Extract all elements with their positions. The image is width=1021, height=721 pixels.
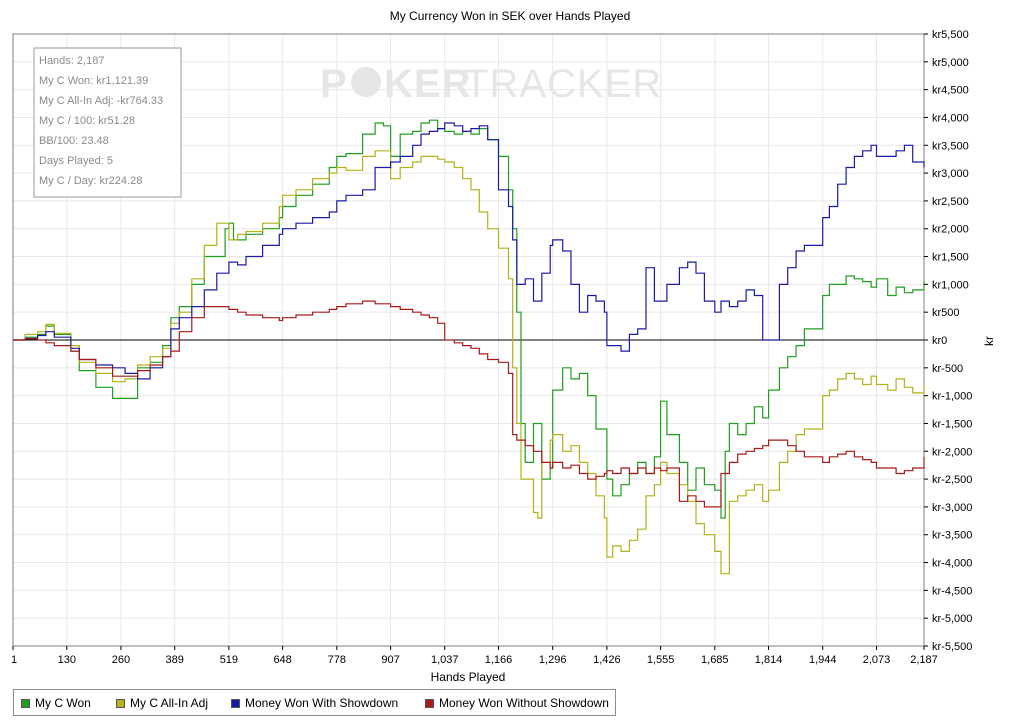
watermark-text-tracker: TRACKER <box>464 62 662 106</box>
y-tick-label: kr3,000 <box>932 168 969 180</box>
legend-swatch <box>231 699 240 708</box>
x-tick-label: 1,166 <box>485 654 513 666</box>
y-tick-label: kr5,500 <box>932 29 969 41</box>
legend-label: My C All-In Adj <box>130 696 209 710</box>
y-tick-label: kr4,000 <box>932 112 969 124</box>
x-tick-label: 519 <box>220 654 238 666</box>
y-tick-label: kr-2,500 <box>932 474 972 486</box>
y-tick-label: kr-500 <box>932 363 963 375</box>
legend-label: Money Won Without Showdown <box>439 696 609 710</box>
y-tick-label: kr-2,000 <box>932 446 972 458</box>
stats-line: My C / 100: kr51.28 <box>39 115 135 127</box>
legend-item[interactable]: My C All-In Adj <box>116 697 208 710</box>
chart-title: My Currency Won in SEK over Hands Played <box>390 9 631 23</box>
x-tick-label: 907 <box>381 654 399 666</box>
x-tick-label: 260 <box>112 654 130 666</box>
y-tick-label: kr-3,500 <box>932 530 972 542</box>
watermark-chip-icon <box>351 67 381 97</box>
x-tick-label: 1,555 <box>647 654 675 666</box>
x-tick-label: 1,944 <box>809 654 837 666</box>
legend-swatch <box>21 699 30 708</box>
legend-swatch <box>425 699 434 708</box>
legend-swatch <box>116 699 125 708</box>
legend-item[interactable]: Money Won Without Showdown <box>425 697 609 710</box>
x-tick-label: 2,187 <box>910 654 938 666</box>
x-tick-label: 2,073 <box>863 654 891 666</box>
legend-item[interactable]: My C Won <box>21 697 91 710</box>
chart-canvas: My Currency Won in SEK over Hands Played… <box>11 9 996 684</box>
x-tick-label: 389 <box>166 654 184 666</box>
y-tick-label: kr2,000 <box>932 224 969 236</box>
y-tick-label: kr-4,000 <box>932 558 972 570</box>
series-line-my-c-won <box>13 119 925 519</box>
x-axis: 1 130 260 389 519 648 778 907 1,037 1,166 1,296 1,4… <box>11 646 938 666</box>
y-axis-title: kr <box>982 336 996 346</box>
series-line-money-won-with-showdown <box>13 122 925 380</box>
y-tick-label: kr1,500 <box>932 252 969 264</box>
y-tick-label: kr5,000 <box>932 57 969 69</box>
x-tick-label: 778 <box>328 654 346 666</box>
legend: My C Won My C All-In Adj Money Won With Sh… <box>13 689 616 716</box>
watermark: P KER TRACKER <box>320 62 662 106</box>
legend-label: My C Won <box>35 696 91 710</box>
x-axis-title: Hands Played <box>431 670 506 684</box>
x-tick-label: 1,037 <box>431 654 459 666</box>
y-tick-label: kr4,500 <box>932 85 969 97</box>
x-tick-label: 648 <box>273 654 291 666</box>
y-tick-label: kr-3,000 <box>932 502 972 514</box>
legend-item[interactable]: Money Won With Showdown <box>231 697 398 710</box>
x-tick-label: 1,296 <box>539 654 567 666</box>
y-tick-label: kr1,000 <box>932 279 969 291</box>
x-tick-label: 1,426 <box>593 654 621 666</box>
y-tick-label: kr3,500 <box>932 140 969 152</box>
y-tick-label: kr-4,500 <box>932 585 972 597</box>
y-tick-label: kr2,500 <box>932 196 969 208</box>
x-tick-label: 1,814 <box>755 654 783 666</box>
stats-line: My C / Day: kr224.28 <box>39 175 142 187</box>
stats-line: My C Won: kr1,121.39 <box>39 75 148 87</box>
y-tick-label: kr-1,500 <box>932 418 972 430</box>
legend-label: Money Won With Showdown <box>245 696 399 710</box>
stats-box: Hands: 2,187 My C Won: kr1,121.39 My C All… <box>33 47 182 198</box>
series-line-money-won-without-showdown <box>13 300 925 508</box>
stats-line: My C All-In Adj: -kr764.33 <box>39 95 163 107</box>
y-tick-label: kr-1,000 <box>932 391 972 403</box>
x-tick-label: 1 <box>11 654 17 666</box>
watermark-text-p: P <box>320 62 348 106</box>
stats-line: Days Played: 5 <box>39 155 113 167</box>
y-tick-label: kr-5,000 <box>932 613 972 625</box>
series-line-my-c-all-in-adj <box>13 150 925 575</box>
x-tick-label: 130 <box>58 654 76 666</box>
y-tick-label: kr0 <box>932 335 947 347</box>
y-tick-label: kr-5,500 <box>932 641 972 653</box>
y-tick-label: kr500 <box>932 307 960 319</box>
stats-line: BB/100: 23.48 <box>39 135 109 147</box>
series-lines <box>13 119 925 575</box>
x-tick-label: 1,685 <box>701 654 729 666</box>
stats-line: Hands: 2,187 <box>39 55 104 67</box>
watermark-text-ker: KER <box>384 62 471 106</box>
y-axis: kr5,500 kr5,000 kr4,500 kr4,000 kr3,500 kr3,0… <box>924 29 972 653</box>
